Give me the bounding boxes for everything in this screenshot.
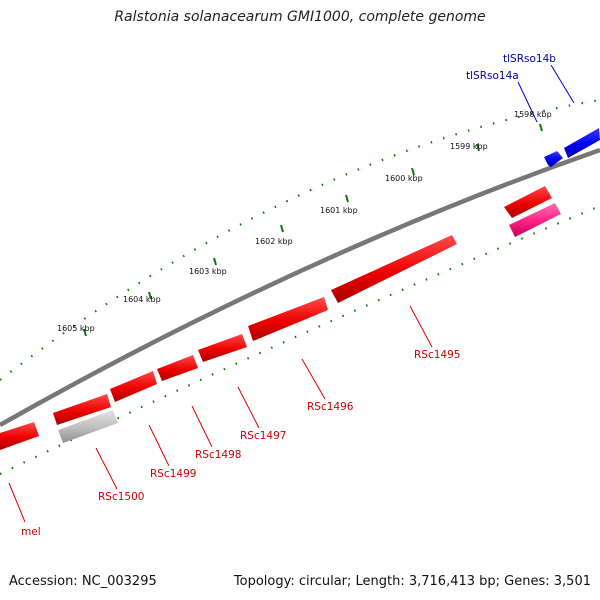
feature-tlSRso14b[interactable] xyxy=(564,128,600,158)
major-ticks xyxy=(83,123,543,337)
tick-label-1600: 1600 kbp xyxy=(385,174,423,183)
label-RSc1500[interactable]: RSc1500 xyxy=(98,491,144,503)
inner-ruler xyxy=(0,204,600,475)
feature-mel[interactable] xyxy=(0,422,39,450)
leader-RSc1499 xyxy=(148,424,170,467)
leader-RSc1496 xyxy=(301,358,326,400)
map-title: Ralstonia solanacearum GMI1000, complete… xyxy=(114,9,486,25)
feature-RSc1499[interactable] xyxy=(110,371,157,402)
label-RSc1498[interactable]: RSc1498 xyxy=(195,449,241,461)
label-RSc1497[interactable]: RSc1497 xyxy=(240,430,286,442)
feature-RSc1500-pseudo[interactable] xyxy=(58,410,118,443)
label-tlSRso14b[interactable]: tlSRso14b xyxy=(503,53,556,65)
feature-RSc1500[interactable] xyxy=(53,394,111,425)
tick-label-1598: 1598 kbp xyxy=(514,110,552,119)
label-mel[interactable]: mel xyxy=(21,526,41,538)
label-tlSRso14a[interactable]: tlSRso14a xyxy=(466,70,519,82)
tick-label-1605: 1605 kbp xyxy=(57,324,95,333)
feature-RSc1495-lower[interactable] xyxy=(509,203,561,237)
feature-RSc1495[interactable] xyxy=(331,235,457,303)
feature-RSc1496[interactable] xyxy=(248,297,328,341)
tick-label-1604: 1604 kbp xyxy=(123,295,161,304)
leader-tlSRso14b xyxy=(550,64,575,104)
tick-label-1599: 1599 kbp xyxy=(450,142,488,151)
feature-tlSRso14a[interactable] xyxy=(544,151,563,167)
feature-RSc1498[interactable] xyxy=(157,355,198,381)
genome-summary: Topology: circular; Length: 3,716,413 bp… xyxy=(233,574,591,589)
label-RSc1495[interactable]: RSc1495 xyxy=(414,349,460,361)
tick-label-1601: 1601 kbp xyxy=(320,206,358,215)
leader-tlSRso14a xyxy=(517,81,538,123)
leader-RSc1498 xyxy=(191,405,213,448)
leader-RSc1495 xyxy=(409,305,433,348)
accession-text: Accession: NC_003295 xyxy=(9,574,157,589)
feature-RSc1495-upper[interactable] xyxy=(504,186,552,218)
leader-RSc1497 xyxy=(237,386,260,429)
outer-ruler xyxy=(0,98,600,381)
genome-backbone xyxy=(0,147,600,427)
leader-RSc1500 xyxy=(95,447,118,490)
tick-label-1603: 1603 kbp xyxy=(189,267,227,276)
label-RSc1499[interactable]: RSc1499 xyxy=(150,468,196,480)
leader-mel xyxy=(8,482,26,523)
feature-RSc1497[interactable] xyxy=(198,334,247,362)
tick-label-1602: 1602 kbp xyxy=(255,237,293,246)
label-RSc1496[interactable]: RSc1496 xyxy=(307,401,354,413)
